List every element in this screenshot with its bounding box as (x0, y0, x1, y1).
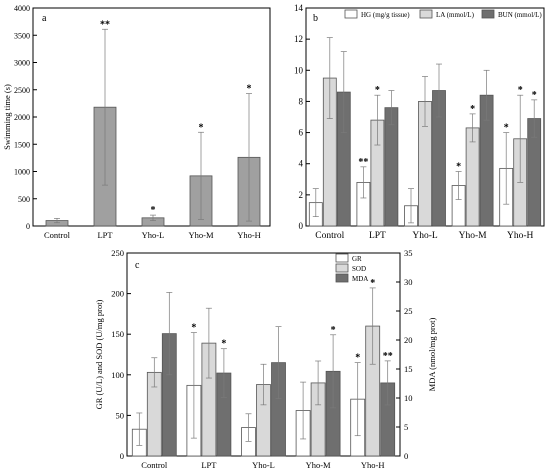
y-tick-label-b: 12 (294, 34, 303, 44)
y-tick-label-a: 3000 (14, 59, 30, 68)
x-tick-label-a: Yho-M (188, 230, 213, 240)
x-tick-label-a: Yho-H (237, 230, 261, 240)
significance-mark-c: * (191, 323, 196, 334)
y-axis-label-c: GR (U/L) and SOD (U/mg prot) (94, 299, 104, 409)
legend-label-c-0: GR (352, 255, 362, 263)
significance-mark-b: * (504, 123, 509, 134)
bar-b-LA (mmol/L)-Yho-M (465, 127, 480, 227)
y-tick-label-b: 8 (299, 96, 304, 106)
y2-tick-label-c: 10 (404, 393, 413, 403)
x-tick-label-b: Yho-M (459, 231, 488, 241)
y-tick-label-c: 200 (111, 289, 124, 299)
y-tick-label-c: 0 (120, 451, 124, 461)
legend-label-b-0: HG (mg/g tissue) (361, 11, 410, 19)
x-tick-label-b: LPT (369, 231, 386, 241)
legend-swatch-b-2 (481, 9, 495, 19)
y2-tick-label-c: 15 (404, 364, 413, 374)
legend-label-c-2: MDA (352, 275, 368, 283)
significance-mark-c: ** (383, 351, 393, 362)
significance-mark-c: * (221, 339, 226, 350)
legend-label-b-1: LA (mmol/L) (436, 11, 475, 19)
legend-swatch-c-2 (335, 273, 349, 283)
y2-tick-label-c: 0 (404, 451, 408, 461)
y-tick-label-a: 4000 (14, 4, 30, 13)
y-tick-label-c: 250 (111, 248, 124, 258)
y-tick-label-b: 2 (299, 190, 304, 200)
x-tick-label-b: Yho-L (412, 231, 438, 241)
significance-mark-a: ** (100, 19, 110, 30)
x-tick-label-b: Control (315, 231, 344, 241)
significance-mark-b: * (518, 85, 523, 96)
y-tick-label-b: 10 (294, 65, 304, 75)
significance-mark-c: * (331, 325, 336, 336)
y-tick-label-b: 14 (294, 3, 304, 13)
significance-mark-b: * (375, 85, 380, 96)
y-axis-label-a: Swimming time (s) (2, 84, 12, 150)
panel-letter-a: a (42, 13, 47, 24)
x-tick-label-c: Yho-H (361, 460, 385, 470)
significance-mark-b: ** (358, 157, 368, 168)
panel-letter-c: c (135, 260, 140, 271)
y-tick-label-a: 0 (26, 222, 30, 231)
y-tick-label-b: 6 (299, 128, 304, 138)
y-tick-label-c: 100 (111, 370, 124, 380)
y2-tick-label-c: 30 (404, 277, 413, 287)
bar-b-BUN (mmol/L)-LPT (384, 107, 399, 227)
x-tick-label-a: Control (44, 230, 71, 240)
y-tick-label-a: 3500 (14, 31, 30, 40)
significance-mark-a: * (151, 205, 156, 216)
legend-swatch-c-1 (335, 263, 349, 273)
y-tick-label-b: 0 (299, 221, 304, 231)
y2-axis-label-c: MDA (nmol/mg prot) (427, 318, 437, 392)
y2-tick-label-c: 35 (404, 248, 413, 258)
y-tick-label-a: 1000 (14, 168, 30, 177)
significance-mark-c: * (370, 278, 375, 289)
x-tick-label-a: Yho-L (142, 230, 165, 240)
x-tick-label-a: LPT (97, 230, 113, 240)
plot-frame-a (32, 7, 271, 227)
significance-mark-c: * (355, 353, 360, 364)
legend-swatch-b-1 (419, 9, 433, 19)
x-tick-label-c: LPT (201, 460, 217, 470)
y-tick-label-c: 50 (116, 410, 125, 420)
x-tick-label-c: Control (141, 460, 168, 470)
significance-mark-b: * (470, 104, 475, 115)
legend-label-c-1: SOD (352, 265, 366, 273)
panel-letter-b: b (313, 13, 318, 24)
significance-mark-b: * (532, 90, 537, 101)
y2-tick-label-c: 25 (404, 306, 413, 316)
y-tick-label-a: 500 (18, 195, 30, 204)
legend-label-b-2: BUN (mmol/L) (498, 11, 542, 19)
y-tick-label-c: 150 (111, 329, 124, 339)
y-tick-label-a: 2500 (14, 86, 30, 95)
legend-swatch-c-0 (335, 253, 349, 263)
y-tick-label-b: 4 (299, 159, 304, 169)
x-tick-label-c: Yho-L (252, 460, 275, 470)
significance-mark-b: * (456, 162, 461, 173)
y-tick-label-a: 2000 (14, 113, 30, 122)
y-tick-label-a: 1500 (14, 140, 30, 149)
legend-swatch-b-0 (344, 9, 358, 19)
significance-mark-a: * (247, 84, 252, 95)
x-tick-label-b: Yho-H (507, 231, 534, 241)
y2-tick-label-c: 5 (404, 422, 408, 432)
significance-mark-a: * (199, 122, 204, 133)
x-tick-label-c: Yho-M (306, 460, 331, 470)
y2-tick-label-c: 20 (404, 335, 413, 345)
